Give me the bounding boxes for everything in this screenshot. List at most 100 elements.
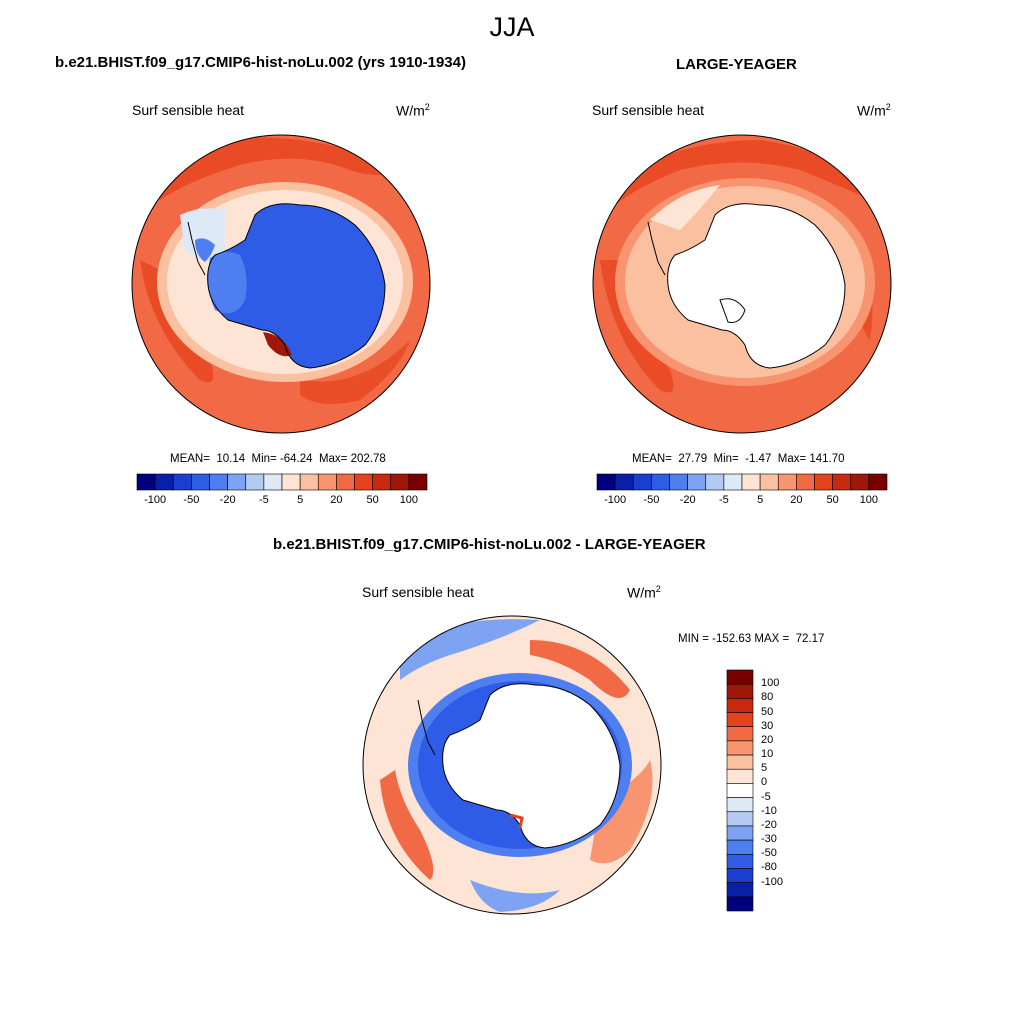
colorbar-tick-label: 50 [761, 705, 774, 718]
panel-1-units: W/m2 [396, 102, 430, 119]
colorbar-swatch [726, 698, 754, 713]
figure-title: JJA [489, 12, 535, 42]
panel-1-coastline [207, 203, 386, 369]
colorbar-swatch [191, 473, 210, 491]
colorbar-swatch [726, 754, 754, 770]
colorbar-swatch [354, 473, 373, 491]
panel-2-colorbar [596, 473, 888, 491]
panel-2-map [593, 135, 891, 433]
colorbar-swatch [723, 473, 743, 491]
colorbar-swatch [336, 473, 355, 491]
colorbar-tick-label: -20 [761, 818, 777, 831]
panel-2-stats: MEAN= 27.79 Min= -1.47 Max= 141.70 [632, 453, 845, 465]
colorbar-tick-label: -10 [761, 804, 777, 817]
colorbar-swatch [726, 825, 754, 841]
colorbar-tick-label: 10 [761, 748, 774, 761]
colorbar-tick-label: 20 [330, 494, 343, 506]
colorbar-tick-label: -50 [761, 847, 777, 860]
colorbar-swatch [726, 726, 754, 742]
colorbar-swatch [759, 473, 779, 491]
colorbar-swatch [726, 669, 754, 685]
panel-3-units: W/m2 [627, 584, 661, 601]
panel-2-antarctica [667, 203, 846, 369]
colorbar-swatch [669, 473, 688, 491]
panel-1-variable: Surf sensible heat [132, 102, 245, 118]
panel-2-title: LARGE-YEAGER [676, 56, 797, 73]
colorbar-tick-label: 100 [761, 677, 780, 690]
colorbar-swatch [814, 473, 833, 491]
colorbar-tick-label: 5 [761, 762, 768, 775]
colorbar-swatch [651, 473, 670, 491]
colorbar-swatch [596, 473, 616, 491]
colorbar-swatch [726, 783, 754, 798]
colorbar-swatch [868, 473, 888, 491]
colorbar-swatch [726, 811, 754, 827]
colorbar-tick-label: 0 [761, 776, 768, 789]
panel-3-map [363, 616, 661, 914]
colorbar-tick-label: 5 [757, 494, 764, 506]
colorbar-swatch [687, 473, 707, 491]
colorbar-tick-label: -100 [144, 494, 167, 506]
colorbar-swatch [726, 768, 754, 784]
colorbar-tick-label: -20 [219, 494, 236, 506]
colorbar-tick-label: 20 [761, 733, 774, 746]
colorbar-swatch [263, 473, 283, 491]
panel-1-stats: MEAN= 10.14 Min= -64.24 Max= 202.78 [170, 453, 386, 465]
colorbar-tick-label: -5 [718, 494, 729, 506]
panel-1-title: b.e21.BHIST.f09_g17.CMIP6-hist-noLu.002 … [55, 54, 466, 71]
panel-3-stats: MIN = -152.63 MAX = 72.17 [678, 633, 825, 645]
colorbar-swatch [281, 473, 301, 491]
colorbar-swatch [372, 473, 392, 491]
colorbar-swatch [850, 473, 870, 491]
colorbar-tick-label: -100 [761, 875, 784, 888]
colorbar-swatch [136, 473, 156, 491]
colorbar-swatch [227, 473, 247, 491]
colorbar-swatch [726, 740, 754, 756]
colorbar-tick-label: 20 [790, 494, 803, 506]
colorbar-tick-label: 50 [826, 494, 839, 506]
colorbar-swatch [726, 797, 754, 813]
panel-3-map-border [362, 615, 662, 915]
colorbar-swatch [726, 882, 754, 898]
panel-2-map-border [592, 134, 892, 434]
colorbar-swatch [245, 473, 265, 491]
panel-2-variable: Surf sensible heat [592, 102, 705, 118]
colorbar-swatch [726, 683, 754, 699]
colorbar-tick-label: -20 [679, 494, 696, 506]
colorbar-swatch [726, 712, 754, 728]
panel-3-variable: Surf sensible heat [362, 584, 475, 600]
colorbar-swatch [299, 473, 319, 491]
colorbar-tick-label: 30 [761, 719, 774, 732]
colorbar-tick-label: -5 [258, 494, 269, 506]
panel-3-title: b.e21.BHIST.f09_g17.CMIP6-hist-noLu.002 … [273, 536, 706, 553]
colorbar-tick-label: -50 [643, 494, 660, 506]
colorbar-swatch [726, 896, 754, 912]
colorbar-tick-label: -100 [604, 494, 627, 506]
colorbar-tick-label: 50 [366, 494, 379, 506]
colorbar-tick-label: -80 [761, 861, 777, 874]
panel-1-map-border [131, 134, 431, 434]
colorbar-swatch [209, 473, 228, 491]
colorbar-tick-label: 100 [399, 494, 419, 506]
panel-2-units: W/m2 [857, 102, 891, 119]
colorbar-tick-label: -50 [183, 494, 200, 506]
colorbar-tick-label: -5 [761, 790, 771, 803]
colorbar-swatch [796, 473, 815, 491]
colorbar-tick-label: 80 [761, 691, 774, 704]
colorbar-swatch [614, 473, 634, 491]
colorbar-swatch [390, 473, 410, 491]
colorbar-swatch [741, 473, 761, 491]
colorbar-swatch [154, 473, 174, 491]
colorbar-swatch [726, 853, 754, 869]
colorbar-tick-label: -30 [761, 833, 777, 846]
panel-1-colorbar [136, 473, 428, 491]
colorbar-swatch [726, 868, 754, 883]
colorbar-tick-label: 100 [859, 494, 879, 506]
colorbar-swatch [632, 473, 652, 491]
colorbar-swatch [317, 473, 337, 491]
colorbar-swatch [726, 839, 754, 855]
panel-3-colorbar [726, 669, 754, 912]
colorbar-swatch [777, 473, 797, 491]
colorbar-swatch [172, 473, 192, 491]
